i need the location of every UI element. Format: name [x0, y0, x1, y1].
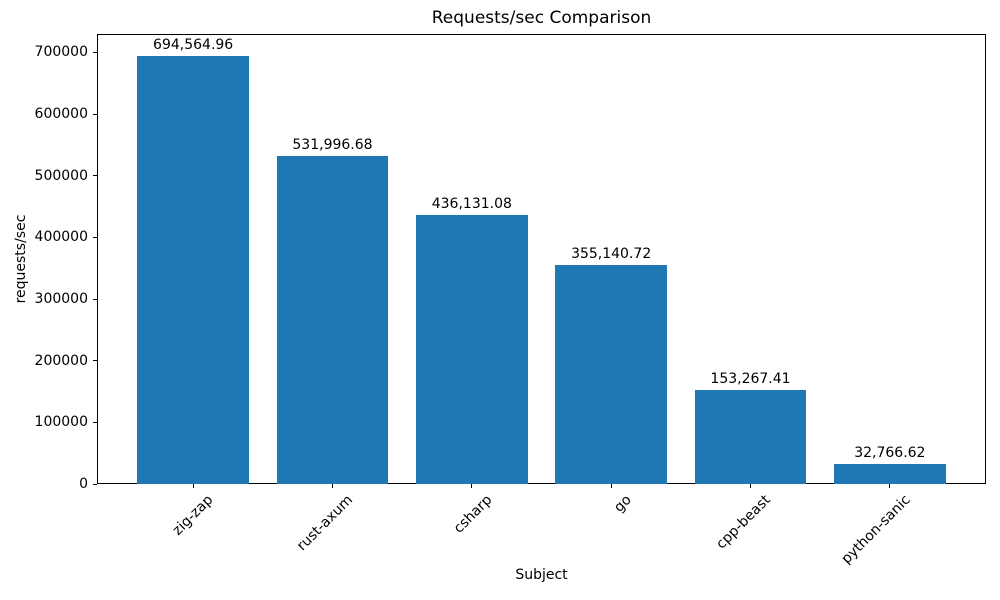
x-tick-mark [471, 484, 473, 488]
y-tick-mark [93, 298, 97, 300]
x-tick-mark [889, 484, 891, 488]
y-tick-label: 500000 [34, 167, 88, 184]
bar-value-label: 436,131.08 [431, 196, 512, 213]
x-tick-label-rust-axum: rust-axum [293, 492, 356, 555]
bar-value-label: 153,267.41 [710, 370, 791, 387]
y-tick-label: 400000 [34, 229, 88, 246]
x-tick-mark [192, 484, 194, 488]
y-tick-label: 0 [79, 476, 88, 492]
bar-python-sanic [834, 463, 946, 484]
x-tick-mark [610, 484, 612, 488]
x-tick-label-go: go [610, 492, 635, 516]
y-tick-mark [93, 175, 97, 177]
y-axis-label: requests/sec [13, 214, 29, 304]
bar-value-label: 694,564.96 [153, 36, 234, 53]
y-tick-mark [93, 483, 97, 485]
x-tick-label-zig-zap: zig-zap [169, 492, 217, 539]
y-tick-mark [93, 360, 97, 362]
y-tick-mark [93, 236, 97, 238]
y-tick-label: 100000 [34, 414, 88, 431]
x-tick-label-python-sanic: python-sanic [837, 492, 914, 568]
x-tick-label-csharp: csharp [450, 492, 496, 537]
chart-title: Requests/sec Comparison [431, 8, 652, 28]
y-tick-mark [93, 421, 97, 423]
x-axis-label: Subject [515, 567, 568, 583]
y-tick-label: 700000 [34, 44, 88, 61]
bar-csharp [416, 215, 528, 484]
y-tick-mark [93, 113, 97, 115]
x-tick-mark [750, 484, 751, 488]
y-tick-mark [93, 51, 97, 53]
x-tick-mark [331, 484, 333, 488]
bar-value-label: 531,996.68 [292, 137, 373, 154]
x-tick-label-cpp-beast: cpp-beast [713, 492, 774, 553]
y-tick-label: 200000 [34, 352, 88, 369]
y-tick-label: 600000 [34, 106, 88, 123]
bar-rust-axum [276, 156, 389, 484]
bar-cpp-beast [694, 389, 807, 484]
bar-value-label: 355,140.72 [571, 246, 652, 263]
bar-zig-zap [137, 55, 249, 484]
bar-go [555, 265, 667, 484]
bar-value-label: 32,766.62 [854, 444, 926, 461]
y-tick-label: 300000 [34, 291, 88, 308]
